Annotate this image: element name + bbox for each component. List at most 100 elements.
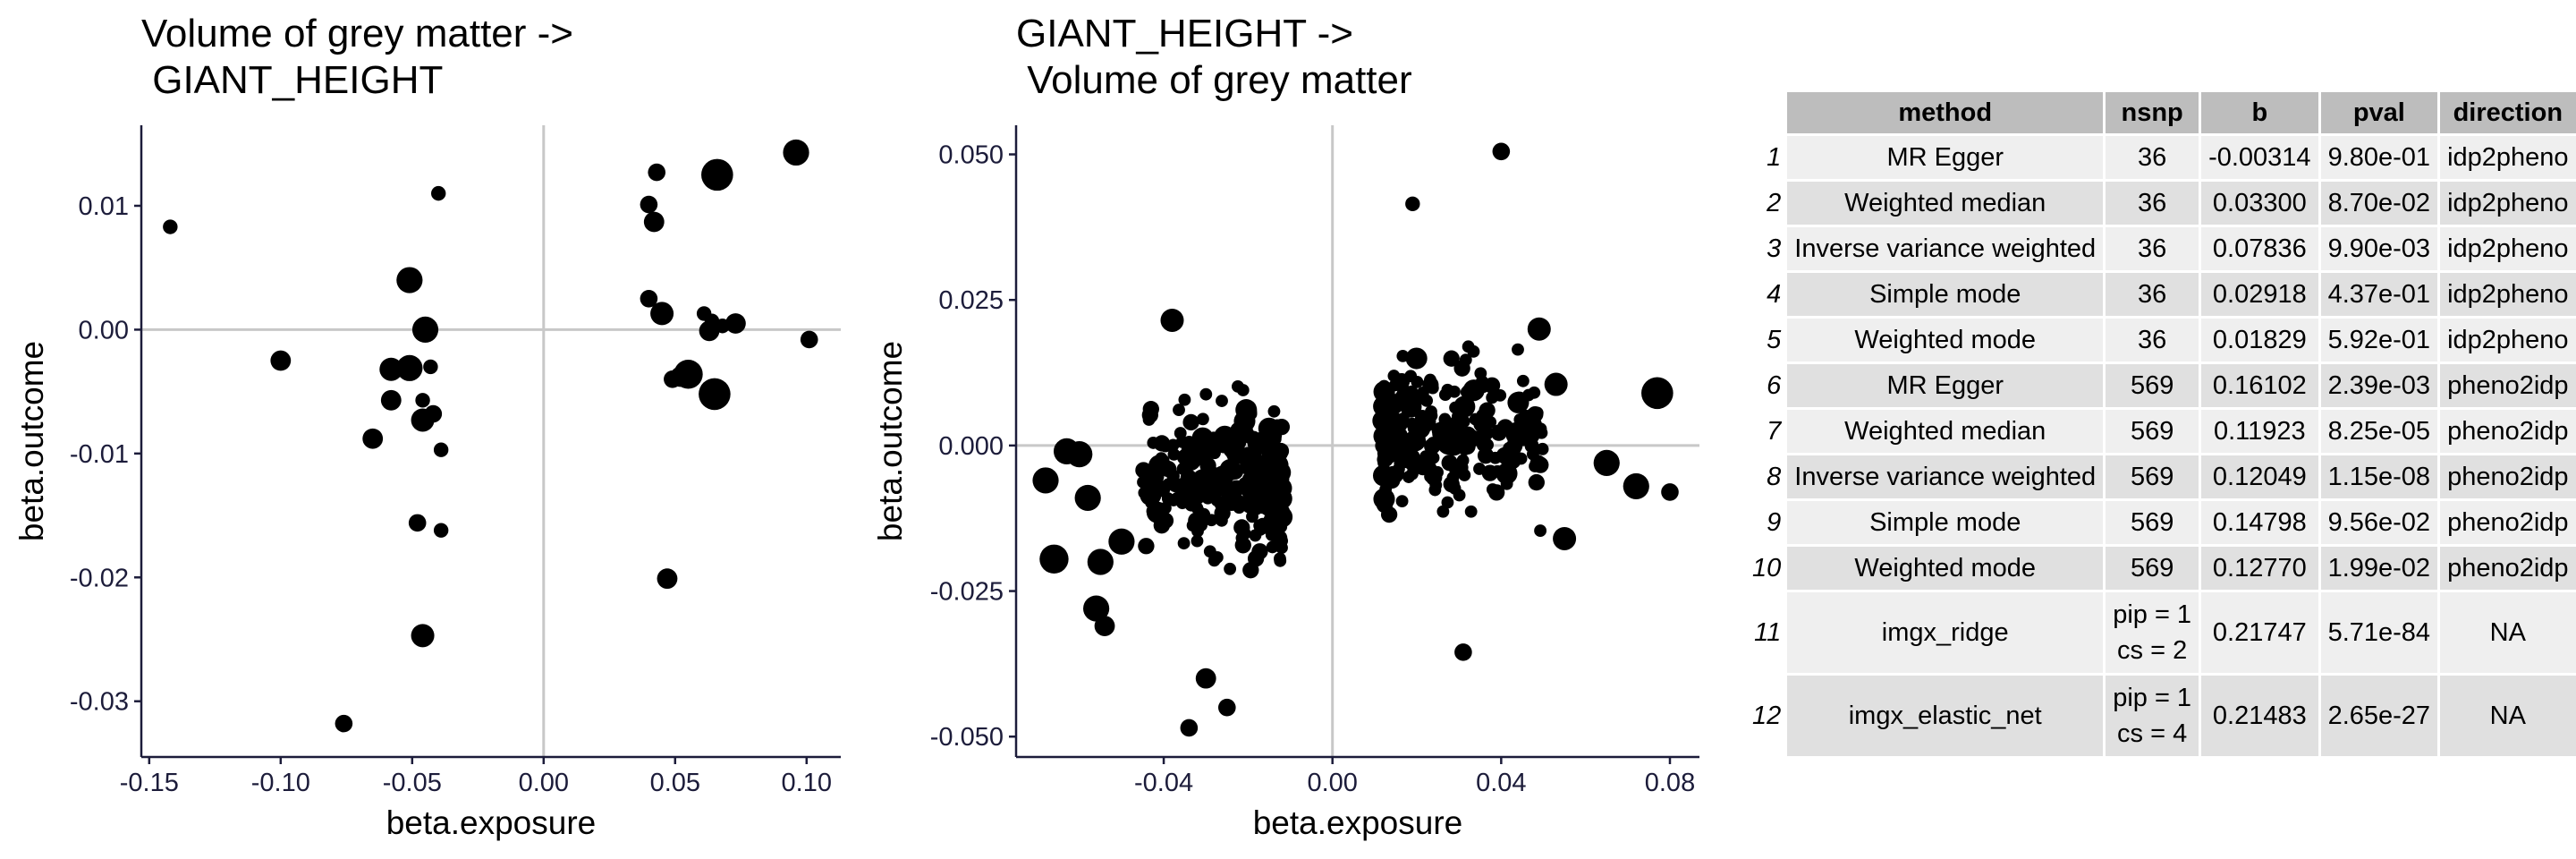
row-number: 12: [1752, 676, 1785, 756]
scatter-point: [643, 211, 665, 233]
table-row: 1 MR Egger 36 -0.00314 9.80e-01 idp2pheno: [1752, 136, 2576, 179]
scatter-point: [1161, 492, 1174, 505]
scatter-point: [1242, 562, 1259, 579]
x-tick-label: 0.10: [782, 769, 832, 797]
x-tick-label: -0.10: [251, 769, 310, 797]
cell-direction: pheno2idp: [2440, 410, 2576, 453]
scatter-point: [1248, 430, 1260, 444]
scatter-point: [1500, 477, 1513, 490]
cell-method: Simple mode: [1787, 273, 2104, 316]
scatter-point: [1178, 393, 1191, 406]
cell-nsnp: 36: [2106, 319, 2199, 361]
scatter-point: [1372, 410, 1394, 432]
scatter-point: [1492, 142, 1511, 161]
scatter-point: [1153, 517, 1170, 534]
scatter-point: [1180, 719, 1199, 737]
table-header-row: method nsnp b pval direction: [1752, 92, 2576, 133]
cell-b: 0.07836: [2201, 227, 2318, 270]
scatter-point: [1181, 441, 1199, 459]
cell-pval: 9.90e-03: [2320, 227, 2438, 270]
scatter-point: [424, 404, 443, 423]
cell-b: 0.12049: [2201, 455, 2318, 498]
scatter-point: [415, 393, 430, 408]
scatter-point: [1218, 698, 1236, 717]
scatter-point: [1527, 317, 1551, 341]
cell-method: Inverse variance weighted: [1787, 455, 2104, 498]
scatter-point: [411, 624, 435, 648]
scatter-point: [1641, 377, 1674, 410]
scatter-point: [800, 330, 818, 349]
scatter-point: [1428, 483, 1442, 497]
scatter-point: [1450, 414, 1463, 428]
scatter-point: [1522, 388, 1535, 402]
scatter-point: [1165, 468, 1179, 481]
cell-pval: 5.92e-01: [2320, 319, 2438, 361]
cell-b: 0.11923: [2201, 410, 2318, 453]
x-tick-label: 0.08: [1645, 769, 1695, 797]
cell-b: 0.21483: [2201, 676, 2318, 756]
header-b: b: [2201, 92, 2318, 133]
scatter-point: [1425, 409, 1438, 422]
scatter-point: [1431, 465, 1444, 479]
header-direction: direction: [2440, 92, 2576, 133]
scatter-point: [1459, 433, 1472, 447]
table-row: 9 Simple mode 569 0.14798 9.56e-02 pheno2idp: [1752, 501, 2576, 544]
scatter-point: [1108, 528, 1135, 555]
header-nsnp: nsnp: [2106, 92, 2199, 133]
scatter-point: [1450, 401, 1463, 414]
scatter-point: [1436, 505, 1450, 518]
scatter-point: [1373, 380, 1395, 403]
scatter-point: [1166, 438, 1180, 452]
scatter-point: [1182, 413, 1199, 431]
cell-method: Simple mode: [1787, 501, 2104, 544]
scatter-point: [362, 428, 384, 449]
scatter-point: [1087, 549, 1114, 575]
scatter-point: [1241, 497, 1258, 514]
cell-nsnp: pip = 1 cs = 4: [2106, 676, 2199, 756]
scatter-point: [1158, 501, 1172, 515]
scatter-point: [657, 568, 678, 590]
cell-nsnp: 569: [2106, 364, 2199, 407]
scatter-point: [1195, 668, 1216, 689]
cell-b: -0.00314: [2201, 136, 2318, 179]
scatter-point: [1272, 420, 1285, 433]
scatter-point: [1214, 425, 1236, 447]
y-axis-title: beta.outcome: [872, 341, 909, 541]
scatter-point: [1553, 526, 1577, 550]
cell-pval: 8.70e-02: [2320, 182, 2438, 225]
scatter-point: [1397, 435, 1411, 448]
scatter-point: [1462, 340, 1475, 353]
scatter-point: [1219, 458, 1241, 481]
scatter-point: [1253, 519, 1267, 532]
cell-nsnp: 36: [2106, 136, 2199, 179]
cell-pval: 5.71e-84: [2320, 592, 2438, 673]
table-row: 7 Weighted median 569 0.11923 8.25e-05 pheno2…: [1752, 410, 2576, 453]
scatter-point: [1376, 496, 1394, 514]
scatter-point: [1267, 455, 1284, 472]
cell-direction: NA: [2440, 592, 2576, 673]
scatter-point: [1208, 554, 1221, 567]
scatter-point: [1385, 433, 1398, 446]
scatter-point: [1438, 412, 1452, 426]
scatter-point: [433, 523, 449, 538]
scatter-point: [1247, 462, 1265, 479]
scatter-point: [1094, 616, 1115, 636]
cell-nsnp: 569: [2106, 547, 2199, 590]
row-number: 5: [1752, 319, 1785, 361]
scatter-point: [1272, 486, 1284, 499]
scatter-point: [1431, 421, 1448, 439]
y-tick-label: -0.050: [930, 723, 1004, 752]
scatter-point: [1459, 353, 1472, 367]
scatter-point: [1149, 464, 1163, 477]
scatter-point: [1275, 500, 1288, 514]
scatter-point: [1392, 468, 1405, 481]
row-number-header: [1752, 92, 1785, 133]
table-row: 12 imgx_elastic_net pip = 1 cs = 4 0.21483 2.…: [1752, 676, 2576, 756]
scatter-point: [1486, 483, 1499, 496]
cell-nsnp: 36: [2106, 227, 2199, 270]
y-tick-label: 0.050: [938, 141, 1004, 170]
scatter-point: [1476, 375, 1488, 388]
scatter-point: [648, 163, 666, 182]
scatter-point: [433, 442, 449, 457]
table-row: 6 MR Egger 569 0.16102 2.39e-03 pheno2idp: [1752, 364, 2576, 407]
